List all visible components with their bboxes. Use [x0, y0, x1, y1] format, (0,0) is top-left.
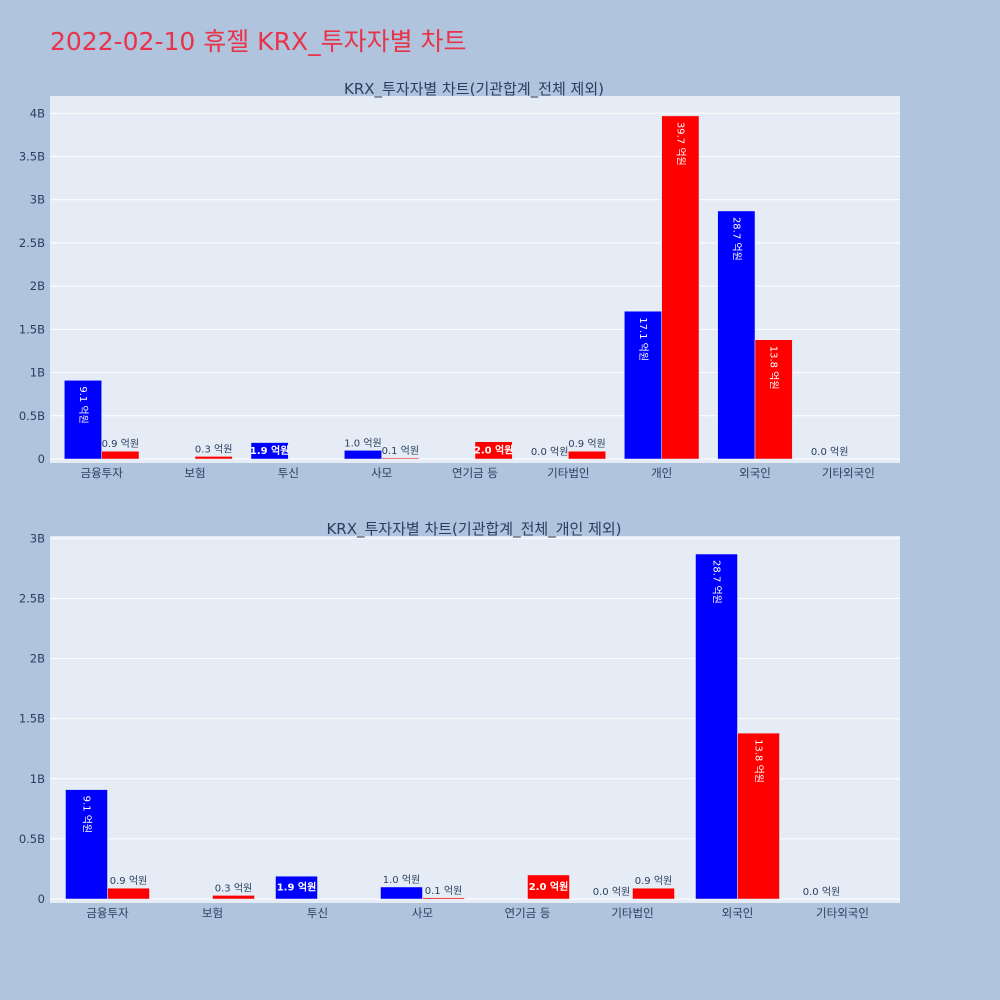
data-label: 0.1 억원 — [425, 885, 462, 897]
x-tick-label: 연기금 등 — [452, 466, 498, 480]
bar — [737, 732, 780, 900]
y-tick-label: 3.5B — [19, 150, 45, 164]
x-tick-label: 보험 — [202, 906, 223, 920]
y-tick-label: 0.5B — [19, 409, 45, 423]
data-label: 2.0 억원 — [529, 880, 569, 893]
data-label: 1.0 억원 — [344, 437, 381, 449]
x-tick-label: 사모 — [412, 906, 433, 920]
bar — [474, 441, 513, 460]
data-label: 28.7 억원 — [711, 560, 723, 604]
x-tick-label: 연기금 등 — [505, 906, 551, 920]
y-tick-label: 3B — [30, 531, 45, 545]
data-label: 9.1 억원 — [81, 796, 93, 833]
data-label: 9.1 억원 — [77, 386, 89, 423]
x-tick-label: 보험 — [184, 466, 205, 480]
x-tick-label: 개인 — [651, 466, 672, 480]
data-label: 13.8 억원 — [768, 346, 780, 390]
chart-title: KRX_투자자별 차트(기관합계_전체_개인 제외) — [326, 520, 621, 539]
bar — [65, 789, 108, 900]
bar — [422, 897, 465, 900]
bar — [717, 210, 756, 460]
y-tick-label: 2.5B — [19, 236, 45, 250]
bar — [380, 886, 423, 900]
y-tick-label: 2B — [30, 279, 45, 293]
x-tick-label: 투신 — [307, 906, 328, 920]
y-tick-label: 1B — [30, 772, 45, 786]
bar — [695, 553, 738, 900]
y-tick-label: 0.5B — [19, 832, 45, 846]
y-tick-label: 2.5B — [19, 592, 45, 606]
data-label: 0.0 억원 — [593, 886, 630, 898]
x-tick-label: 금융투자 — [81, 466, 124, 480]
bar — [632, 887, 675, 900]
bar — [275, 875, 318, 900]
chart-1: 0 0.5B 1B 1.5B 2B 2.5B 3B 3.5B 4B KRX_투자자별 차트(기관합… — [19, 80, 900, 480]
x-tick-label: 기타법인 — [547, 466, 589, 480]
bar — [754, 339, 793, 460]
y-tick-label: 2B — [30, 652, 45, 666]
bar — [381, 457, 420, 460]
data-label: 1.0 억원 — [383, 874, 420, 886]
x-tick-label: 금융투자 — [86, 906, 129, 920]
y-tick-label: 3B — [30, 193, 45, 207]
bar — [107, 887, 150, 900]
x-tick-label: 외국인 — [739, 466, 771, 480]
data-label: 0.0 억원 — [803, 886, 840, 898]
data-label: 1.9 억원 — [250, 444, 290, 457]
x-tick-label: 외국인 — [722, 906, 754, 920]
data-label: 0.0 억원 — [811, 446, 848, 458]
bar — [344, 450, 382, 460]
data-label: 0.9 억원 — [568, 438, 605, 450]
y-tick-label: 1.5B — [19, 322, 45, 336]
y-tick-label: 4B — [30, 106, 45, 120]
bar — [101, 450, 140, 460]
data-label: 2.0 억원 — [474, 443, 514, 456]
y-tick-label: 0 — [38, 452, 45, 466]
y-tick-label: 0 — [38, 892, 45, 906]
data-label: 28.7 억원 — [730, 217, 742, 261]
data-label: 1.9 억원 — [277, 881, 317, 894]
bar — [64, 380, 102, 460]
x-tick-label: 투신 — [278, 466, 299, 480]
data-label: 0.9 억원 — [110, 875, 147, 887]
data-label: 0.9 억원 — [102, 438, 139, 450]
bar — [661, 115, 700, 460]
data-label: 0.0 억원 — [531, 446, 568, 458]
x-tick-label: 사모 — [371, 466, 392, 480]
y-tick-label: 1.5B — [19, 712, 45, 726]
data-label: 39.7 억원 — [674, 122, 686, 166]
data-label: 0.3 억원 — [215, 882, 252, 894]
bar — [212, 895, 255, 900]
data-label: 17.1 억원 — [637, 317, 649, 361]
x-tick-label: 기타법인 — [611, 906, 653, 920]
data-label: 0.9 억원 — [635, 875, 672, 887]
bar — [568, 450, 606, 460]
bar — [250, 442, 289, 460]
y-tick-label: 1B — [30, 366, 45, 380]
bar — [194, 456, 233, 460]
x-tick-label: 기타외국인 — [822, 466, 875, 480]
page-title: 2022-02-10 휴젤 KRX_투자자별 차트 — [50, 27, 467, 56]
data-label: 0.1 억원 — [382, 445, 419, 457]
chart-title: KRX_투자자별 차트(기관합계_전체 제외) — [344, 80, 604, 99]
chart-2: 0 0.5B 1B 1.5B 2B 2.5B 3B KRX_투자자별 차트(기관합계_전체_개… — [19, 520, 900, 920]
bar — [527, 874, 570, 900]
data-label: 0.3 억원 — [195, 443, 232, 455]
data-label: 13.8 억원 — [753, 739, 765, 783]
x-tick-label: 기타외국인 — [816, 906, 869, 920]
